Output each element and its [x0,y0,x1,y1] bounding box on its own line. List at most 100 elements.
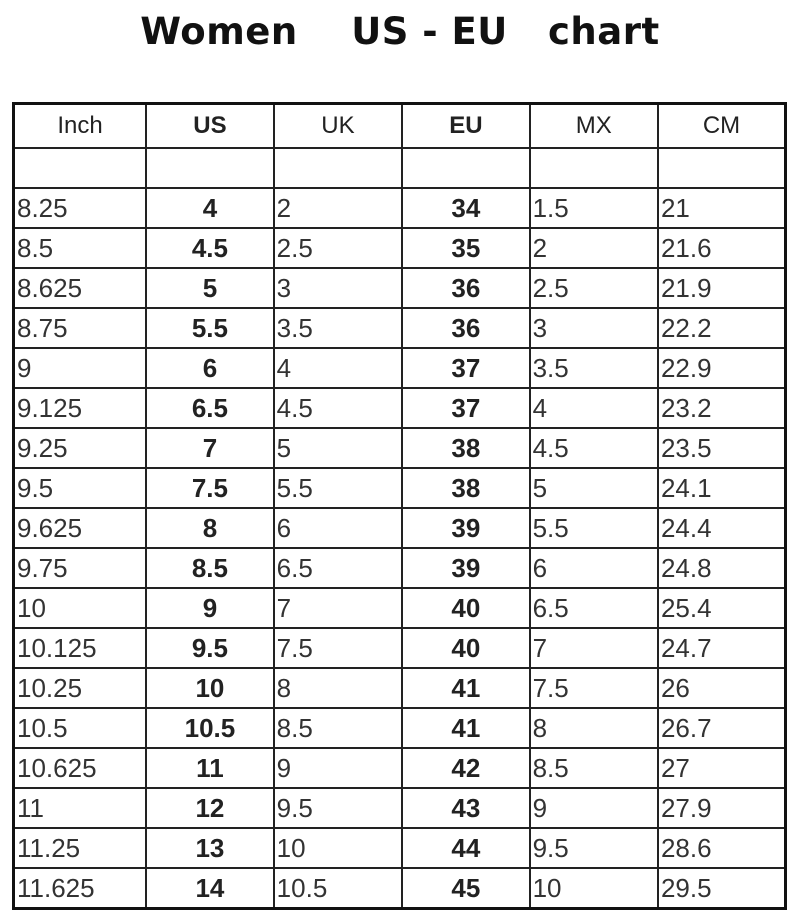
cell-mx: 6.5 [528,587,659,629]
cell-us: 11 [145,747,275,789]
cell-mx: 5 [528,467,659,509]
table-row: 9.75 8.5 6.5 39 6 24.8 [12,547,787,589]
cell-inch: 10.5 [12,707,148,749]
cell-inch: 9.5 [12,467,148,509]
cell-mx: 2 [528,227,659,269]
cell-eu: 36 [401,307,531,349]
cell-eu: 41 [401,707,531,749]
cell-us: 8.5 [145,547,275,589]
table-row: 10 9 7 40 6.5 25.4 [12,587,787,629]
cell-us: 7.5 [145,467,275,509]
cell-inch: 10.25 [12,667,148,709]
cell-inch: 9 [12,347,148,389]
table-row: 9.25 7 5 38 4.5 23.5 [12,427,787,469]
cell-uk: 10 [272,827,404,869]
cell-inch: 9.25 [12,427,148,469]
table-row: 11.25 13 10 44 9.5 28.6 [12,827,787,869]
cell-inch: 9.125 [12,387,148,429]
cell-us: 7 [145,427,275,469]
cell-inch: 8.25 [12,187,148,229]
cell-uk: 3.5 [272,307,404,349]
cell-mx: 3.5 [528,347,659,389]
cell-eu: 39 [401,507,531,549]
cell-eu: 40 [401,587,531,629]
table-row: 11 12 9.5 43 9 27.9 [12,787,787,829]
cell-eu: 36 [401,267,531,309]
cell-mx: 2.5 [528,267,659,309]
empty-row [12,147,787,189]
cell-eu: 37 [401,387,531,429]
cell-mx: 3 [528,307,659,349]
cell-uk: 6.5 [272,547,404,589]
table-row: 8.25 4 2 34 1.5 21 [12,187,787,229]
cell-uk: 8 [272,667,404,709]
cell-us: 12 [145,787,275,829]
table-row: 8.5 4.5 2.5 35 2 21.6 [12,227,787,269]
empty-cell [272,147,404,189]
table-row: 10.25 10 8 41 7.5 26 [12,667,787,709]
cell-uk: 7.5 [272,627,404,669]
cell-uk: 10.5 [272,867,404,910]
cell-cm: 26.7 [656,707,787,749]
cell-inch: 8.75 [12,307,148,349]
cell-uk: 7 [272,587,404,629]
cell-mx: 6 [528,547,659,589]
cell-uk: 9.5 [272,787,404,829]
empty-cell [528,147,659,189]
table-row: 10.625 11 9 42 8.5 27 [12,747,787,789]
cell-uk: 4.5 [272,387,404,429]
cell-inch: 10.125 [12,627,148,669]
cell-eu: 40 [401,627,531,669]
cell-uk: 6 [272,507,404,549]
cell-uk: 2 [272,187,404,229]
cell-us: 9.5 [145,627,275,669]
empty-cell [401,147,531,189]
table-row: 11.625 14 10.5 45 10 29.5 [12,867,787,910]
cell-cm: 23.5 [656,427,787,469]
cell-uk: 4 [272,347,404,389]
cell-cm: 22.2 [656,307,787,349]
cell-us: 10 [145,667,275,709]
cell-uk: 5.5 [272,467,404,509]
cell-cm: 27 [656,747,787,789]
cell-mx: 7.5 [528,667,659,709]
cell-inch: 9.625 [12,507,148,549]
cell-us: 8 [145,507,275,549]
cell-cm: 29.5 [656,867,787,910]
cell-us: 4.5 [145,227,275,269]
cell-us: 10.5 [145,707,275,749]
cell-inch: 11.625 [12,867,148,910]
cell-eu: 38 [401,427,531,469]
cell-eu: 38 [401,467,531,509]
cell-mx: 4 [528,387,659,429]
cell-inch: 11.25 [12,827,148,869]
table-row: 9.5 7.5 5.5 38 5 24.1 [12,467,787,509]
cell-us: 4 [145,187,275,229]
cell-eu: 42 [401,747,531,789]
cell-us: 5.5 [145,307,275,349]
cell-uk: 9 [272,747,404,789]
cell-cm: 21.6 [656,227,787,269]
cell-us: 13 [145,827,275,869]
cell-eu: 44 [401,827,531,869]
cell-cm: 26 [656,667,787,709]
cell-inch: 8.625 [12,267,148,309]
cell-cm: 24.7 [656,627,787,669]
cell-cm: 24.1 [656,467,787,509]
cell-inch: 8.5 [12,227,148,269]
cell-inch: 9.75 [12,547,148,589]
cell-us: 9 [145,587,275,629]
cell-us: 6 [145,347,275,389]
page-title: Women US - EU chart [140,10,660,53]
cell-eu: 39 [401,547,531,589]
cell-uk: 3 [272,267,404,309]
table-row: 9 6 4 37 3.5 22.9 [12,347,787,389]
cell-mx: 9 [528,787,659,829]
cell-us: 14 [145,867,275,910]
table-row: 8.75 5.5 3.5 36 3 22.2 [12,307,787,349]
cell-cm: 25.4 [656,587,787,629]
cell-cm: 28.6 [656,827,787,869]
empty-cell [145,147,275,189]
cell-cm: 21.9 [656,267,787,309]
cell-eu: 45 [401,867,531,910]
